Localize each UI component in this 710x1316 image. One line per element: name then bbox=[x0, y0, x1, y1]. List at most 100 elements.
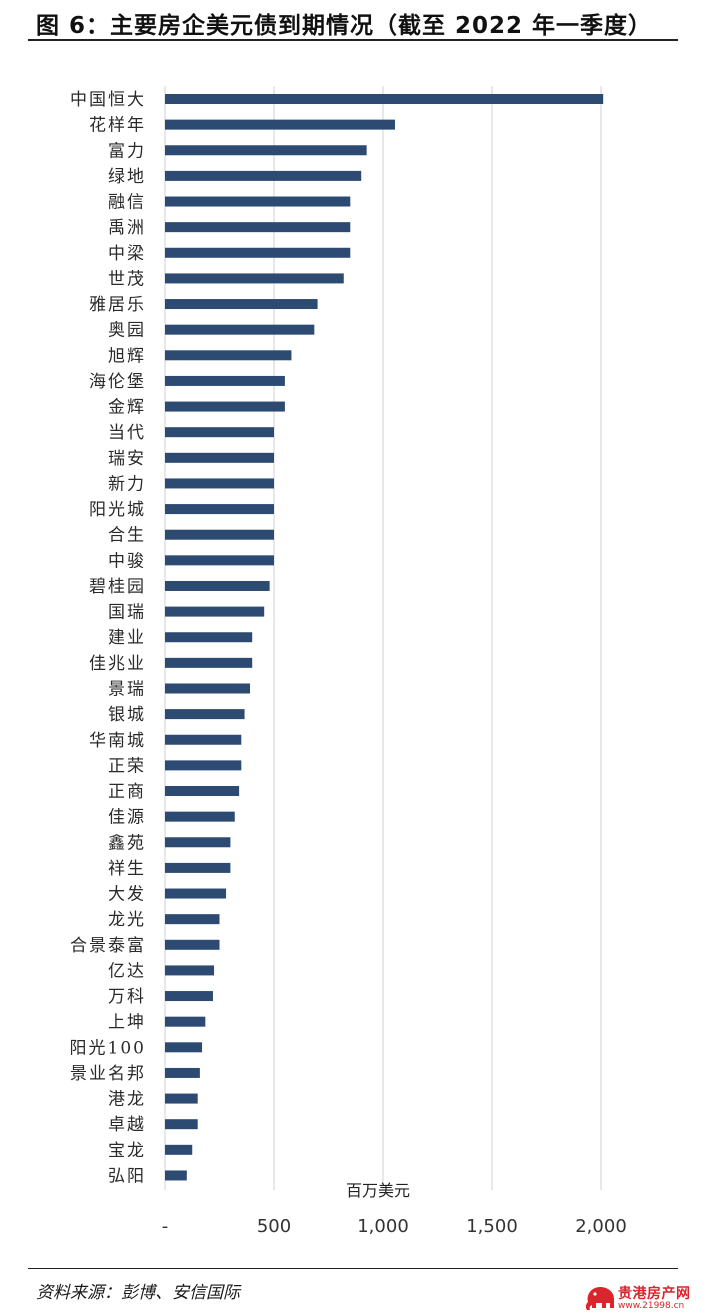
category-label: 阳光100 bbox=[70, 1038, 146, 1058]
bar bbox=[165, 657, 253, 668]
bar bbox=[165, 247, 351, 258]
category-label: 上坤 bbox=[108, 1013, 146, 1033]
category-label: 佳源 bbox=[108, 808, 146, 828]
category-label: 港龙 bbox=[108, 1090, 146, 1110]
bar bbox=[165, 196, 351, 207]
x-tick-label: 2,000 bbox=[575, 1216, 627, 1237]
category-label: 万科 bbox=[108, 987, 146, 1007]
category-label: 合生 bbox=[108, 526, 146, 546]
bar bbox=[165, 145, 367, 156]
bar bbox=[165, 632, 253, 643]
bar bbox=[165, 760, 242, 771]
category-label: 亿达 bbox=[108, 961, 146, 981]
bar bbox=[165, 914, 220, 925]
bar bbox=[165, 734, 242, 745]
bar bbox=[165, 452, 274, 463]
elephant-icon bbox=[585, 1287, 614, 1310]
category-label: 佳兆业 bbox=[89, 654, 146, 674]
category-label: 鑫苑 bbox=[108, 833, 146, 853]
title-divider bbox=[28, 39, 678, 41]
bar bbox=[165, 427, 274, 438]
category-label: 中梁 bbox=[108, 244, 146, 264]
bar bbox=[165, 1016, 206, 1027]
watermark-name: 贵港房产网 bbox=[618, 1286, 691, 1302]
category-label: 正荣 bbox=[108, 756, 146, 776]
bar bbox=[165, 580, 270, 591]
bar bbox=[165, 991, 213, 1002]
category-label: 银城 bbox=[108, 705, 146, 725]
source-divider bbox=[28, 1268, 678, 1269]
bar bbox=[165, 299, 318, 310]
x-tick-label: 500 bbox=[257, 1216, 291, 1237]
bars bbox=[165, 94, 604, 1181]
bar bbox=[165, 555, 274, 566]
category-label: 景业名邦 bbox=[70, 1064, 146, 1084]
category-label: 宝龙 bbox=[108, 1141, 146, 1161]
category-label: 中骏 bbox=[108, 551, 146, 571]
category-label: 国瑞 bbox=[108, 603, 146, 623]
category-label: 花样年 bbox=[89, 116, 146, 136]
category-label: 卓越 bbox=[108, 1115, 146, 1135]
category-label: 世茂 bbox=[108, 269, 146, 289]
category-label: 奥园 bbox=[108, 321, 146, 341]
bar bbox=[165, 1093, 198, 1104]
bar bbox=[165, 94, 604, 104]
bar bbox=[165, 888, 227, 899]
bar bbox=[165, 811, 235, 822]
bar bbox=[165, 786, 240, 797]
bar-chart: 中国恒大花样年富力绿地融信禹洲中梁世茂雅居乐奥园旭辉海伦堡金辉当代瑞安新力阳光城… bbox=[70, 86, 627, 1237]
category-label: 新力 bbox=[108, 474, 146, 494]
bar bbox=[165, 273, 344, 284]
bar bbox=[165, 837, 231, 848]
bar bbox=[165, 709, 245, 720]
category-label: 碧桂园 bbox=[89, 577, 146, 597]
bar bbox=[165, 170, 362, 181]
bar bbox=[165, 939, 220, 950]
bar bbox=[165, 1119, 198, 1130]
category-label: 弘阳 bbox=[108, 1166, 146, 1186]
category-label: 瑞安 bbox=[108, 449, 146, 469]
bar bbox=[165, 375, 285, 386]
category-label: 中国恒大 bbox=[70, 90, 146, 110]
category-label: 旭辉 bbox=[108, 346, 146, 366]
watermark-logo: 贵港房产网 www.21998.cn bbox=[584, 1282, 708, 1314]
bar bbox=[165, 1144, 193, 1155]
source-note: 资料来源：彭博、安信国际 bbox=[36, 1283, 240, 1303]
bar bbox=[165, 401, 285, 412]
x-tick-labels: - 500 1,000 1,500 2,000 bbox=[162, 1216, 627, 1237]
category-label: 绿地 bbox=[108, 167, 146, 187]
x-tick-label: 1,000 bbox=[357, 1216, 409, 1237]
category-label: 禹洲 bbox=[108, 218, 146, 238]
page-title: 图 6：主要房企美元债到期情况（截至 2022 年一季度） bbox=[36, 13, 653, 39]
category-label: 海伦堡 bbox=[89, 372, 146, 392]
category-label: 金辉 bbox=[108, 398, 146, 418]
bar bbox=[165, 222, 351, 233]
bar bbox=[165, 1042, 203, 1053]
category-label: 融信 bbox=[108, 193, 146, 213]
bar bbox=[165, 1170, 187, 1181]
category-label: 大发 bbox=[108, 885, 146, 905]
bar bbox=[165, 529, 274, 540]
category-label: 当代 bbox=[108, 423, 146, 443]
category-label: 景瑞 bbox=[108, 679, 146, 699]
x-tick-label: - bbox=[162, 1216, 169, 1237]
unit-label: 百万美元 bbox=[346, 1181, 410, 1200]
bar bbox=[165, 862, 231, 873]
category-label: 雅居乐 bbox=[89, 295, 146, 315]
bar bbox=[165, 683, 251, 694]
x-tick-label: 1,500 bbox=[466, 1216, 518, 1237]
category-label: 富力 bbox=[108, 141, 146, 161]
category-label: 华南城 bbox=[89, 731, 146, 751]
category-label: 建业 bbox=[108, 628, 146, 648]
category-labels: 中国恒大花样年富力绿地融信禹洲中梁世茂雅居乐奥园旭辉海伦堡金辉当代瑞安新力阳光城… bbox=[70, 90, 146, 1186]
bar bbox=[165, 965, 215, 976]
category-label: 正商 bbox=[108, 782, 146, 802]
watermark-url: www.21998.cn bbox=[618, 1301, 685, 1311]
bar bbox=[165, 350, 292, 361]
bar bbox=[165, 119, 395, 130]
bar bbox=[165, 606, 265, 617]
category-label: 阳光城 bbox=[89, 500, 146, 520]
bar bbox=[165, 1067, 200, 1078]
bar bbox=[165, 478, 274, 489]
category-label: 龙光 bbox=[108, 910, 146, 930]
